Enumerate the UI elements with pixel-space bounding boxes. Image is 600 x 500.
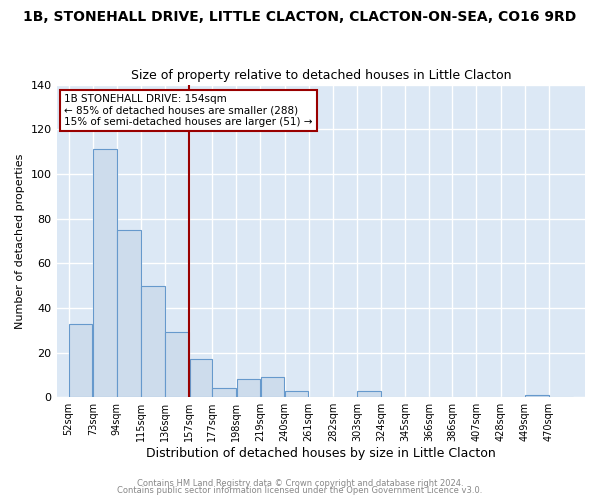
Title: Size of property relative to detached houses in Little Clacton: Size of property relative to detached ho…	[131, 69, 511, 82]
Text: Contains HM Land Registry data © Crown copyright and database right 2024.: Contains HM Land Registry data © Crown c…	[137, 478, 463, 488]
Bar	[69, 324, 92, 397]
Bar	[357, 390, 381, 397]
Bar	[141, 286, 165, 397]
Bar	[212, 388, 236, 397]
Bar	[93, 150, 116, 397]
Bar	[166, 332, 189, 397]
Bar	[190, 359, 212, 397]
Bar	[117, 230, 140, 397]
Text: 1B STONEHALL DRIVE: 154sqm
← 85% of detached houses are smaller (288)
15% of sem: 1B STONEHALL DRIVE: 154sqm ← 85% of deta…	[64, 94, 313, 127]
Text: Contains public sector information licensed under the Open Government Licence v3: Contains public sector information licen…	[118, 486, 482, 495]
Text: 1B, STONEHALL DRIVE, LITTLE CLACTON, CLACTON-ON-SEA, CO16 9RD: 1B, STONEHALL DRIVE, LITTLE CLACTON, CLA…	[23, 10, 577, 24]
Bar	[285, 390, 308, 397]
Bar	[236, 380, 260, 397]
Bar	[261, 377, 284, 397]
Bar	[525, 395, 548, 397]
X-axis label: Distribution of detached houses by size in Little Clacton: Distribution of detached houses by size …	[146, 447, 496, 460]
Y-axis label: Number of detached properties: Number of detached properties	[15, 153, 25, 328]
